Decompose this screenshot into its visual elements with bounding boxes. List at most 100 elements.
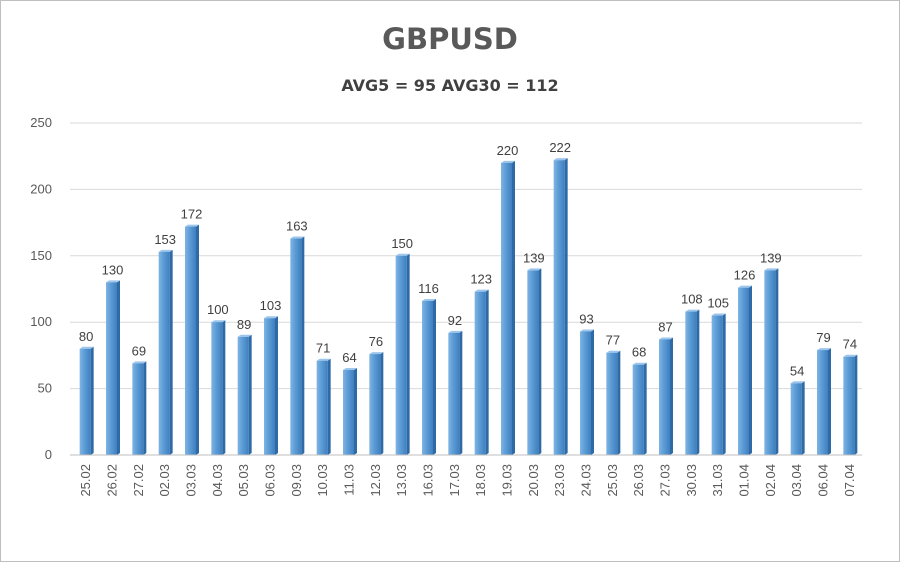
data-label: 64	[342, 350, 356, 365]
bar-top	[211, 320, 226, 323]
x-tick-label: 20.03	[526, 464, 541, 497]
data-label: 163	[286, 219, 308, 234]
bar-top	[79, 346, 94, 349]
bar-side	[670, 337, 673, 455]
bar	[237, 336, 249, 455]
data-label: 108	[681, 292, 703, 307]
x-tick-label: 26.03	[631, 464, 646, 497]
y-tick-label: 200	[30, 181, 52, 196]
bar-side	[117, 280, 120, 455]
bar-top	[738, 285, 752, 288]
x-tick-label: 02.04	[763, 464, 778, 497]
x-tick-label: 19.03	[500, 464, 515, 497]
x-tick-label: 01.04	[737, 464, 752, 497]
data-label: 79	[816, 330, 830, 345]
bar	[369, 354, 381, 455]
bar-side	[169, 249, 173, 455]
bar-side	[775, 268, 779, 455]
bar-side	[696, 309, 700, 455]
bar	[606, 352, 618, 455]
x-tick-label: 07.04	[842, 464, 857, 497]
y-tick-label: 250	[30, 115, 52, 130]
x-tick-label: 03.04	[789, 464, 804, 497]
bar-top	[185, 224, 199, 227]
bar-side	[617, 350, 621, 455]
data-label: 153	[154, 232, 176, 247]
data-label: 68	[632, 345, 646, 360]
bar-top	[264, 316, 278, 319]
x-axis: 25.02 26.02 27.02 02.03 03.03 04.03 05.03 06.03…	[70, 454, 862, 497]
bar	[422, 300, 433, 455]
data-label: 71	[316, 341, 330, 356]
bar-side	[222, 320, 226, 455]
bar-side	[433, 298, 436, 455]
bar-side	[749, 285, 752, 455]
bar-top	[106, 280, 120, 283]
data-label: 220	[497, 143, 519, 158]
bar-side	[248, 334, 252, 455]
data-label: 89	[237, 317, 251, 332]
bar-top	[422, 298, 436, 301]
bar-top	[237, 334, 252, 337]
x-tick-label: 23.03	[552, 464, 567, 497]
data-label: 103	[260, 298, 282, 313]
bar	[264, 318, 275, 455]
bar-side	[406, 253, 410, 455]
bar-top	[501, 160, 515, 163]
bar-top	[343, 368, 357, 371]
bar	[211, 322, 223, 455]
bar	[632, 364, 644, 455]
x-tick-label: 24.03	[579, 464, 594, 497]
x-tick-label: 04.03	[210, 464, 225, 497]
bar	[79, 348, 91, 455]
bar-side	[485, 289, 489, 455]
bar	[790, 383, 802, 455]
chart-subtitle: AVG5 = 95 AVG30 = 112	[341, 76, 559, 95]
bar	[106, 282, 117, 455]
bar-top	[685, 309, 700, 312]
bar	[316, 360, 328, 455]
bar-side	[143, 361, 147, 455]
bar	[343, 370, 354, 455]
bar-side	[538, 268, 542, 455]
x-tick-label: 06.04	[816, 464, 831, 497]
x-tick-label: 09.03	[289, 464, 304, 497]
data-label: 77	[606, 333, 620, 348]
x-tick-label: 11.03	[342, 464, 357, 496]
bar-top	[553, 158, 568, 161]
data-label: 100	[207, 302, 229, 317]
data-label: 93	[579, 311, 593, 326]
data-label: 172	[181, 207, 203, 222]
x-tick-label: 10.03	[315, 464, 330, 497]
data-label: 150	[391, 236, 413, 251]
bar-top	[606, 350, 621, 353]
bar-side	[828, 348, 831, 455]
bar-side	[564, 158, 568, 455]
x-tick-label: 18.03	[473, 464, 488, 497]
x-tick-label: 27.03	[658, 464, 673, 497]
data-label: 116	[418, 281, 439, 296]
bar-side	[90, 346, 94, 455]
bar-side	[380, 352, 384, 455]
x-tick-label: 27.02	[131, 464, 146, 497]
x-tick-label: 03.03	[184, 464, 199, 497]
x-tick-label: 26.02	[105, 464, 120, 497]
data-label: 139	[760, 250, 782, 265]
y-axis: 0 50 100 150 200 250	[30, 115, 52, 462]
bar	[132, 363, 144, 455]
data-label: 76	[369, 334, 383, 349]
bar	[685, 311, 697, 455]
data-label: 126	[734, 268, 756, 283]
bar	[501, 162, 512, 455]
bar-top	[817, 348, 831, 351]
x-tick-label: 17.03	[447, 464, 462, 497]
bar	[474, 291, 486, 455]
data-label: 139	[523, 250, 545, 265]
bar-top	[290, 236, 305, 239]
bar-top	[474, 289, 489, 292]
bar-top	[632, 362, 647, 365]
x-tick-label: 12.03	[368, 464, 383, 497]
x-tick-label: 16.03	[421, 464, 436, 497]
